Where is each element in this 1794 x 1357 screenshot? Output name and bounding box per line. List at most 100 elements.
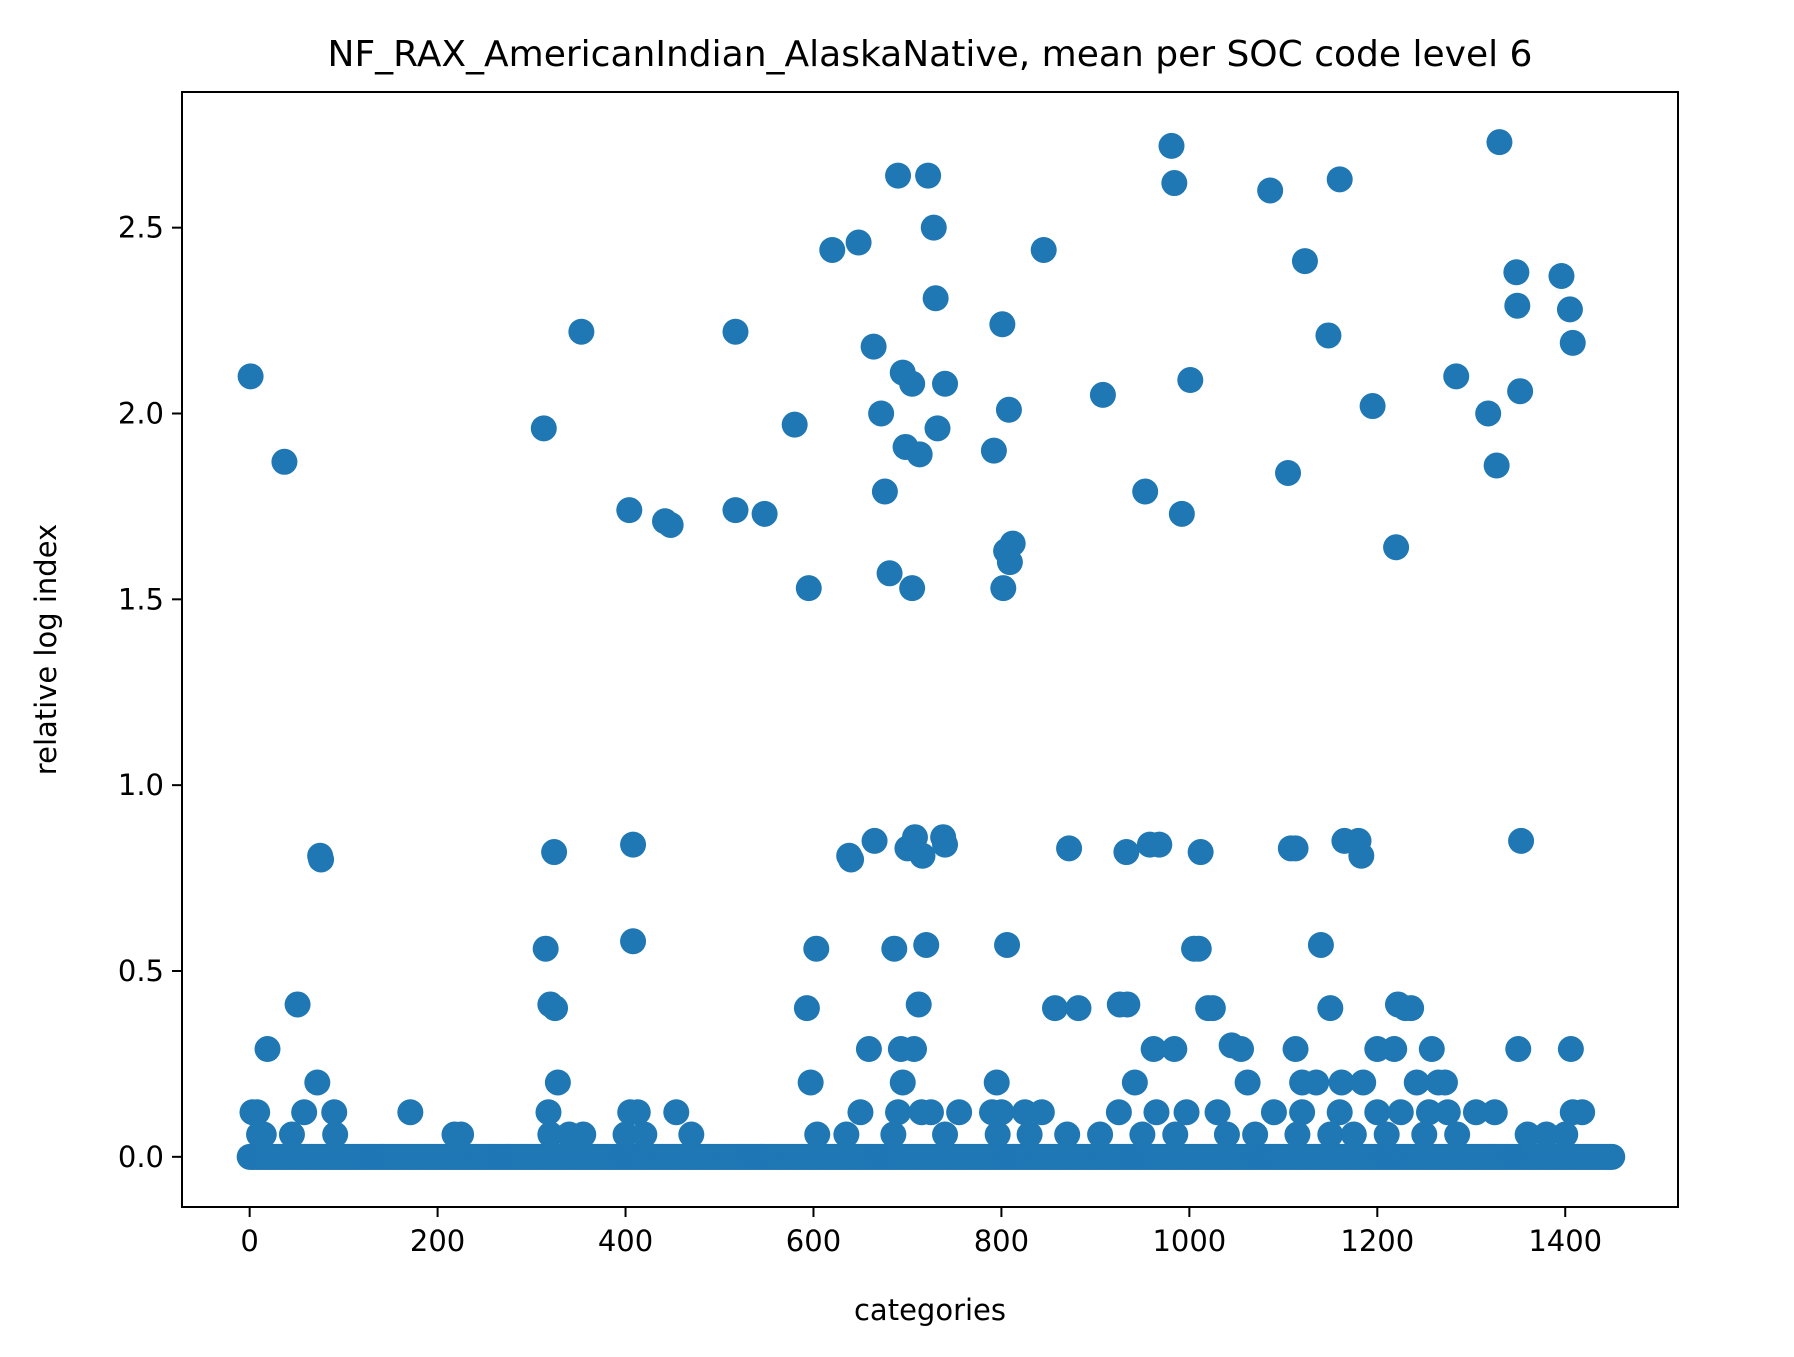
data-point	[1340, 1121, 1367, 1148]
data-point	[1282, 1036, 1309, 1063]
data-point	[1132, 478, 1159, 505]
data-point	[1054, 1121, 1081, 1148]
data-point	[1275, 459, 1302, 486]
data-point	[1257, 177, 1284, 204]
data-point	[1504, 292, 1531, 319]
data-point	[537, 1121, 564, 1148]
data-point	[1121, 1069, 1148, 1096]
data-point	[871, 478, 898, 505]
data-point	[905, 991, 932, 1018]
data-point	[1533, 1121, 1560, 1148]
data-point	[932, 1121, 959, 1148]
data-point	[845, 229, 872, 256]
data-point	[1065, 995, 1092, 1022]
y-tick-label: 2.5	[118, 211, 164, 245]
data-point	[988, 1099, 1015, 1126]
data-point	[322, 1121, 349, 1148]
data-point	[535, 1099, 562, 1126]
data-point	[1089, 381, 1116, 408]
data-point	[924, 415, 951, 442]
x-tick-label: 400	[598, 1224, 653, 1258]
data-point	[1348, 842, 1375, 869]
data-point	[847, 1099, 874, 1126]
data-point	[1161, 1036, 1188, 1063]
data-point	[1475, 400, 1502, 427]
data-point	[909, 842, 936, 869]
data-point	[1161, 170, 1188, 197]
x-tick-label: 800	[974, 1224, 1029, 1258]
data-point	[1503, 259, 1530, 286]
data-point	[1514, 1121, 1541, 1148]
data-point	[1462, 1099, 1489, 1126]
data-point	[793, 995, 820, 1022]
data-point	[271, 448, 298, 475]
data-point	[980, 437, 1007, 464]
data-point	[308, 846, 335, 873]
x-tick-label: 600	[786, 1224, 841, 1258]
data-point	[1481, 1099, 1508, 1126]
data-point	[244, 1099, 271, 1126]
data-point	[994, 931, 1021, 958]
data-point	[1483, 452, 1510, 479]
data-point	[722, 497, 749, 524]
data-point	[1359, 393, 1386, 420]
data-point	[1328, 1069, 1355, 1096]
data-point	[1291, 248, 1318, 275]
data-point	[1599, 1143, 1626, 1170]
data-point	[624, 1099, 651, 1126]
data-point	[1199, 995, 1226, 1022]
data-point	[1443, 363, 1470, 390]
data-point	[1289, 1099, 1316, 1126]
data-point	[803, 935, 830, 962]
data-point	[868, 400, 895, 427]
data-point	[838, 846, 865, 873]
data-point	[250, 1121, 277, 1148]
data-point	[1415, 1099, 1442, 1126]
data-point	[804, 1121, 831, 1148]
data-point	[631, 1121, 658, 1148]
x-tick-label: 200	[410, 1224, 465, 1258]
data-point	[541, 839, 568, 866]
data-point	[321, 1099, 348, 1126]
data-point	[1559, 329, 1586, 356]
data-point	[1260, 1099, 1287, 1126]
data-point	[278, 1121, 305, 1148]
data-point	[1548, 262, 1575, 289]
data-point	[532, 935, 559, 962]
data-point	[860, 333, 887, 360]
data-point	[946, 1099, 973, 1126]
data-point	[570, 1121, 597, 1148]
data-point	[254, 1036, 281, 1063]
data-point	[1185, 935, 1212, 962]
data-point	[1317, 1121, 1344, 1148]
data-point	[397, 1099, 424, 1126]
y-tick-label: 0.5	[118, 954, 164, 988]
data-point	[751, 500, 778, 527]
data-point	[885, 1099, 912, 1126]
data-point	[901, 1036, 928, 1063]
data-point	[284, 991, 311, 1018]
data-point	[1307, 931, 1334, 958]
data-point	[1105, 1099, 1132, 1126]
data-point	[544, 1069, 571, 1096]
data-point	[1486, 129, 1513, 156]
data-point	[876, 560, 903, 587]
data-point	[795, 575, 822, 602]
data-point	[1204, 1099, 1231, 1126]
data-point	[1284, 1121, 1311, 1148]
data-point	[1373, 1121, 1400, 1148]
data-point	[616, 497, 643, 524]
data-point	[1507, 378, 1534, 405]
data-point	[663, 1099, 690, 1126]
data-point	[530, 415, 557, 442]
data-point	[1177, 367, 1204, 394]
data-point	[1187, 839, 1214, 866]
data-point	[1434, 1099, 1461, 1126]
data-point	[1326, 166, 1353, 193]
data-point	[932, 370, 959, 397]
data-point	[1411, 1121, 1438, 1148]
data-point	[722, 318, 749, 345]
data-point	[885, 162, 912, 189]
